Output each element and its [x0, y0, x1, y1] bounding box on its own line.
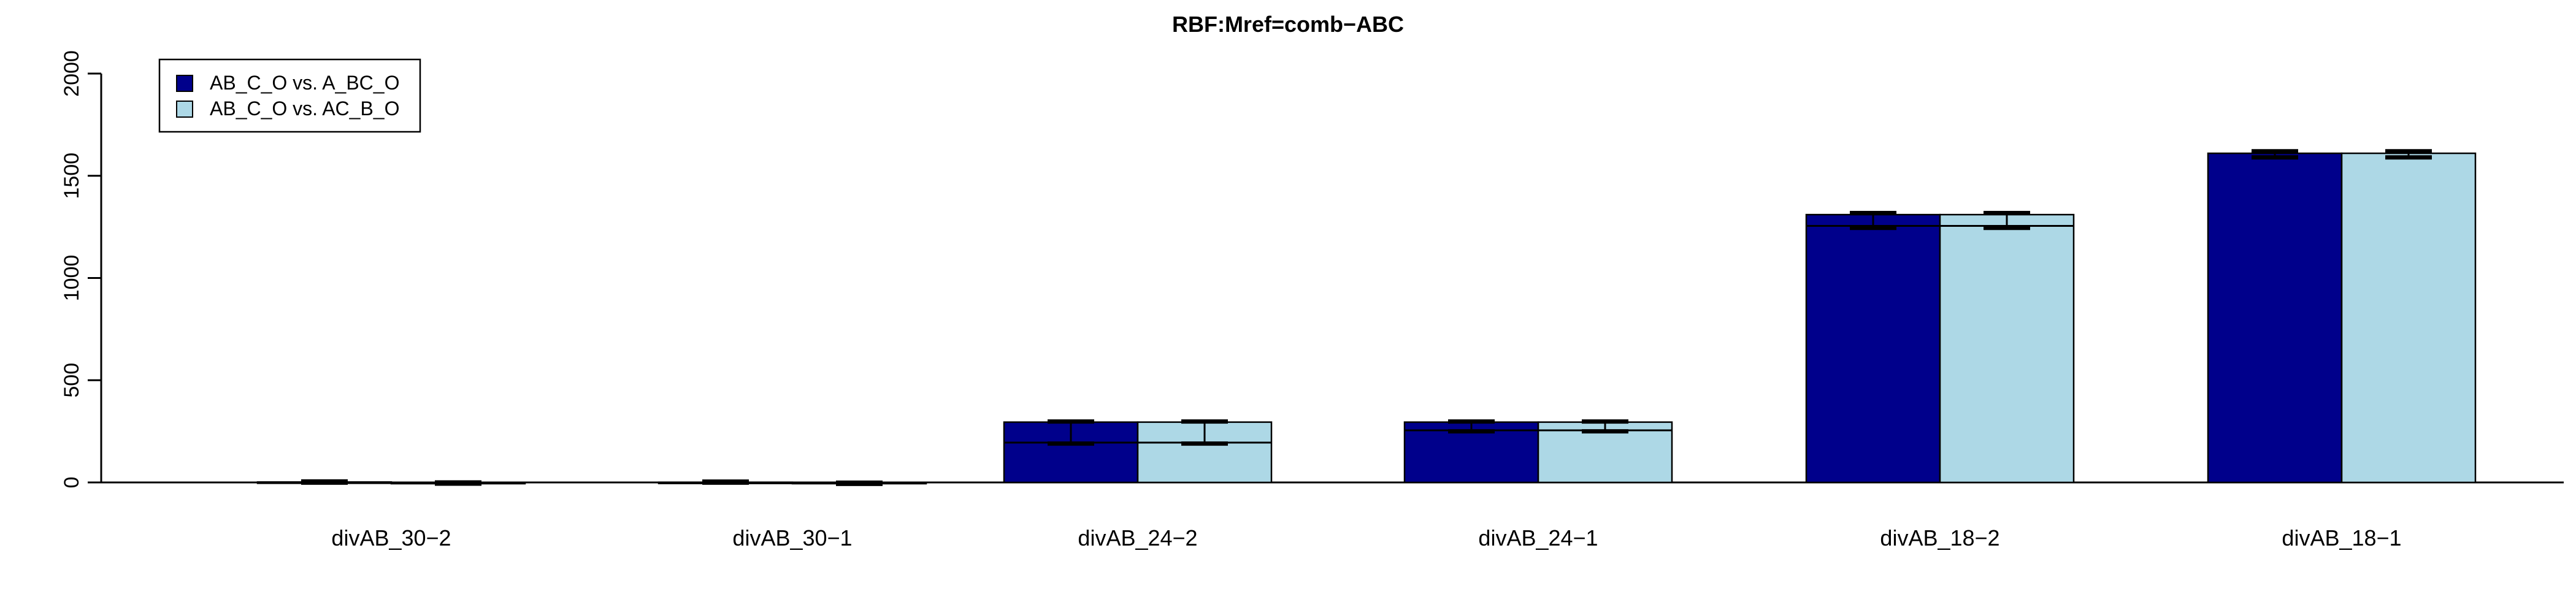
legend-label: AB_C_O vs. A_BC_O [210, 72, 399, 94]
error-bars [301, 149, 2432, 486]
y-tick-label: 2000 [60, 50, 83, 97]
bar [1939, 213, 2075, 484]
category-label: divAB_18−1 [2282, 525, 2401, 550]
bar [2207, 152, 2343, 484]
category-label: divAB_18−2 [1880, 525, 1999, 550]
category-labels: divAB_30−2 divAB_30−1 divAB_24−2 divAB_24−1… [331, 525, 2401, 550]
category-label: divAB_24−1 [1478, 525, 1598, 550]
legend-swatch [176, 101, 193, 118]
legend-box [158, 58, 421, 133]
chart-title: RBF:Mref=comb−ABC [1172, 12, 1404, 37]
y-tick-label: 1000 [60, 255, 83, 302]
y-tick-label: 1500 [60, 153, 83, 199]
category-label: divAB_30−1 [732, 525, 852, 550]
bar [1805, 213, 1941, 484]
category-label: divAB_30−2 [331, 525, 451, 550]
y-tick-label: 500 [60, 363, 83, 398]
y-tick-label: 0 [60, 477, 83, 489]
legend: AB_C_O vs. A_BC_O AB_C_O vs. AC_B_O [158, 58, 421, 133]
category-label: divAB_24−2 [1078, 525, 1197, 550]
bars [256, 152, 2477, 485]
y-axis: 0 500 1000 1500 2000 [60, 50, 102, 489]
bar [2340, 152, 2477, 484]
legend-swatch [176, 75, 193, 92]
legend-label: AB_C_O vs. AC_B_O [210, 97, 399, 120]
